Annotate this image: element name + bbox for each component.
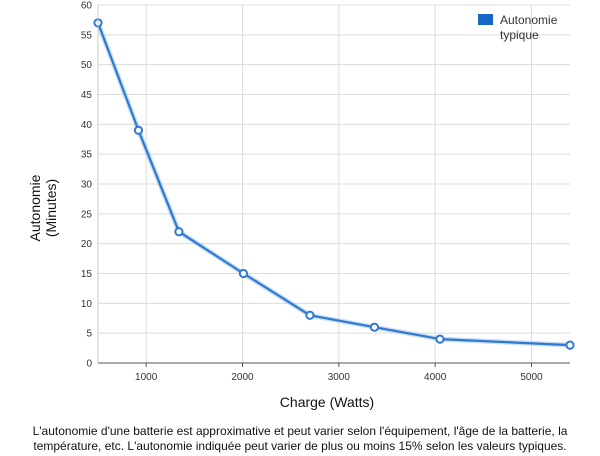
legend-swatch [478,14,493,25]
y-tick-label: 30 [81,180,93,191]
footnote: L'autonomie d'une batterie est approxima… [32,424,568,453]
y-tick-label: 10 [81,299,93,310]
y-tick-label: 45 [81,90,93,101]
y-tick-label: 20 [81,239,93,250]
legend-label-line-1: Autonomie [500,13,558,27]
y-tick-label: 5 [86,329,92,340]
y-axis-title-line-1: Autonomie [27,174,43,241]
y-tick-label: 0 [86,359,92,370]
data-point [369,322,380,332]
series [93,18,575,350]
grid [98,4,570,367]
x-tick-label: 3000 [328,372,351,383]
x-tick-label: 1000 [135,372,158,383]
data-point [435,334,445,344]
y-tick-label: 15 [81,269,93,280]
y-tick-label: 25 [81,209,93,220]
x-tick-label: 2000 [231,372,254,383]
data-point [238,268,249,279]
data-point [174,227,184,237]
y-tick-label: 40 [81,120,93,131]
tick-labels: 0 5 10 15 20 25 30 35 40 45 50 55 60 1000 2000 3000 4000… [81,1,543,384]
legend: Autonomie typique [478,13,558,42]
series-line [96,21,572,347]
x-tick-label: 4000 [424,372,447,383]
y-tick-label: 55 [81,30,93,41]
y-axis-title-line-2: (Minutes) [43,179,59,237]
legend-label-line-2: typique [500,28,539,42]
y-tick-label: 60 [81,1,93,12]
y-axis-title: Autonomie (Minutes) [27,174,59,241]
data-point [305,310,315,320]
chart: 0 5 10 15 20 25 30 35 40 45 50 55 60 1000 2000 3000 4000… [27,1,575,410]
data-point [133,125,144,135]
y-tick-label: 35 [81,150,93,161]
x-axis-title: Charge (Watts) [280,394,374,410]
data-point [565,340,575,350]
y-tick-label: 50 [81,60,93,71]
x-tick-label: 5000 [520,372,543,383]
